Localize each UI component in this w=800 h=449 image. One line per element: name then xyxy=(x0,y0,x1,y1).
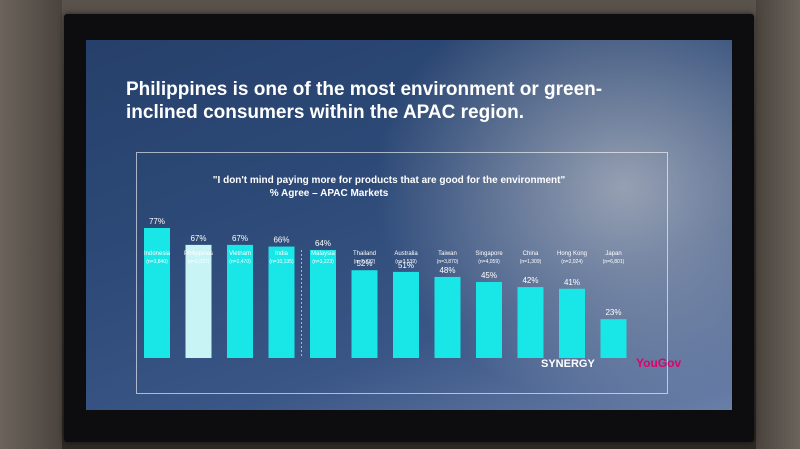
sample-size-label: (n=6,801) xyxy=(603,259,625,265)
chart-subtitle: % Agree – APAC Markets xyxy=(269,188,389,199)
bar-chart: 77% Indonesia (n=3,840) 67% Philippines (n=2,… xyxy=(144,217,627,358)
category-label: Australia xyxy=(394,251,418,257)
category-label: Vietnam xyxy=(229,251,251,257)
bar-hong-kong xyxy=(559,288,585,358)
value-label: 23% xyxy=(605,308,621,317)
value-label: 64% xyxy=(315,239,331,248)
value-label: 41% xyxy=(564,278,580,287)
category-label: Japan xyxy=(605,251,621,257)
category-label: Thailand xyxy=(353,251,376,257)
value-label: 51% xyxy=(398,261,414,270)
sample-size-label: (n=4,059) xyxy=(478,259,500,265)
category-label: Malaysia xyxy=(311,251,335,257)
sample-size-label: (n=2,024) xyxy=(561,259,583,265)
category-label: Philippines xyxy=(184,251,213,257)
sample-size-label: (n=3,539) xyxy=(395,259,417,265)
sample-size-label: (n=1,309) xyxy=(520,259,542,265)
bar-japan xyxy=(600,319,627,358)
sample-size-label: (n=3,870) xyxy=(437,259,459,265)
value-label: 67% xyxy=(232,234,248,243)
bar-australia xyxy=(393,271,419,358)
chart-frame xyxy=(136,152,668,394)
category-label: China xyxy=(523,251,539,257)
sample-size-label: (n=2,037) xyxy=(188,259,210,265)
background-photo xyxy=(372,40,732,410)
category-label: Taiwan xyxy=(438,251,457,257)
wall-panel-left xyxy=(0,0,62,449)
sample-size-label: (n=2,470) xyxy=(229,259,251,265)
value-label: 66% xyxy=(273,236,289,245)
value-label: 45% xyxy=(481,271,497,280)
sample-size-label: (n=3,840) xyxy=(146,259,168,265)
sample-size-label: (n=3,223) xyxy=(312,259,334,265)
bar-singapore xyxy=(476,282,502,358)
value-label: 48% xyxy=(439,266,455,275)
bar-indonesia xyxy=(144,228,170,358)
presentation-slide: Philippines is one of the most environme… xyxy=(86,40,732,410)
value-label: 67% xyxy=(190,234,206,243)
slide-headline: Philippines is one of the most environme… xyxy=(126,79,603,123)
chart-title: "I don't mind paying more for products t… xyxy=(212,175,566,186)
sample-size-label: (n=10,135) xyxy=(269,259,294,265)
yougov-logo: YouGov xyxy=(636,356,682,370)
category-label: Singapore xyxy=(475,251,503,257)
bar-vietnam xyxy=(227,244,253,358)
category-label: Hong Kong xyxy=(557,251,587,257)
bar-china xyxy=(517,287,544,358)
value-label: 52% xyxy=(356,259,372,268)
bar-india xyxy=(268,246,295,358)
value-label: 77% xyxy=(149,217,165,226)
sample-size-label: (n=2,732) xyxy=(354,259,376,265)
synergy-logo: SYNERGY xyxy=(541,358,595,370)
wall-panel-right xyxy=(756,0,800,449)
bar-philippines xyxy=(185,244,212,358)
category-label: Indonesia xyxy=(144,251,171,257)
value-label: 42% xyxy=(522,276,538,285)
bar-malaysia xyxy=(310,249,336,358)
category-label: India xyxy=(275,251,289,257)
bar-thailand xyxy=(351,270,378,358)
bar-taiwan xyxy=(434,276,461,358)
